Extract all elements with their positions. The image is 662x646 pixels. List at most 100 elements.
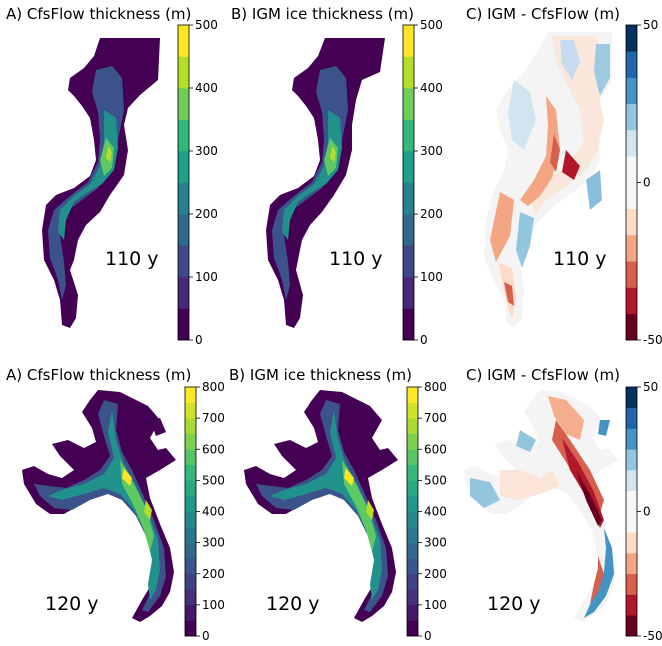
colorbar-tick-label: 400 — [420, 81, 443, 95]
colorbar-band — [407, 573, 418, 590]
colorbar-band — [626, 182, 637, 210]
colorbar-band — [185, 402, 196, 419]
colorbar-band — [185, 558, 196, 575]
panel-title: B) IGM ice thickness (m) — [231, 5, 414, 23]
glacier-map — [266, 38, 385, 328]
time-label: 120 y — [45, 593, 99, 615]
colorbar-band — [185, 387, 196, 403]
colorbar-band — [403, 182, 414, 215]
colorbar-tick-label: 50 — [643, 18, 658, 32]
colorbar-band — [626, 553, 637, 575]
colorbar-band — [178, 182, 189, 215]
colorbar-band — [626, 208, 637, 236]
colorbar-band — [178, 56, 189, 89]
colorbar-band — [185, 542, 196, 559]
colorbar-band — [407, 449, 418, 466]
colorbar-band — [403, 214, 414, 246]
colorbar-tick-label: 0 — [195, 333, 203, 347]
colorbar-band — [626, 313, 637, 341]
colorbar-band — [403, 151, 414, 183]
panel-title: B) IGM ice thickness (m) — [229, 366, 412, 384]
colorbar-tick-label: 200 — [202, 567, 225, 581]
colorbar-tick-label: 200 — [195, 207, 218, 221]
colorbar-band — [185, 449, 196, 466]
colorbar-band — [185, 527, 196, 543]
colorbar-band — [178, 214, 189, 246]
colorbar-band — [626, 490, 637, 512]
colorbar-band — [185, 589, 196, 606]
colorbar-tick-label: 300 — [202, 536, 225, 550]
colorbar-band — [178, 277, 189, 309]
colorbar-band — [407, 558, 418, 575]
colorbar-band — [626, 428, 637, 450]
colorbar-tick-label: 600 — [202, 442, 225, 456]
colorbar-band — [626, 573, 637, 595]
colorbar: 50 0 -50 — [625, 18, 662, 347]
colorbar-band — [407, 387, 418, 403]
colorbar-band — [178, 151, 189, 183]
panel-6: C) IGM - CfsFlow (m) 120 y 50 0 -50 — [464, 366, 662, 643]
colorbar-band — [407, 589, 418, 606]
colorbar-tick-label: 700 — [202, 411, 225, 425]
time-label: 120 y — [266, 593, 320, 615]
colorbar-tick-label: 700 — [424, 411, 447, 425]
panel-4: A) CfsFlow thickness (m) 120 y 0 100 200 30… — [6, 366, 225, 643]
panel-3: C) IGM - CfsFlow (m) 110 y 50 0 -50 — [466, 5, 662, 347]
colorbar-band — [185, 495, 196, 512]
colorbar-band — [407, 511, 418, 528]
colorbar-band — [178, 25, 189, 57]
colorbar-tick-label: 400 — [424, 505, 447, 519]
glacier-map — [22, 390, 176, 622]
colorbar-tick-label: 800 — [424, 380, 447, 394]
colorbar-band — [626, 594, 637, 616]
colorbar-band — [185, 573, 196, 590]
colorbar-band — [626, 511, 637, 533]
colorbar-tick-label: 0 — [643, 505, 651, 519]
colorbar-band — [626, 25, 637, 52]
colorbar-tick-label: 500 — [195, 18, 218, 32]
colorbar-tick-label: 200 — [424, 567, 447, 581]
colorbar-band — [407, 464, 418, 481]
colorbar-tick-label: 100 — [195, 270, 218, 284]
colorbar-band — [626, 156, 637, 183]
colorbar-band — [626, 532, 637, 554]
glacier-map — [42, 38, 160, 328]
colorbar-tick-label: 50 — [643, 380, 658, 394]
colorbar-band — [178, 245, 189, 278]
colorbar-band — [626, 261, 637, 288]
colorbar-band — [626, 103, 637, 131]
colorbar-band — [626, 407, 637, 429]
colorbar: 0 100 200 300 400 500 600 700 800 — [184, 380, 225, 643]
colorbar: 0 100 200 300 400 500 — [177, 18, 218, 347]
panel-title: A) CfsFlow thickness (m) — [6, 366, 191, 384]
panel-title: A) CfsFlow thickness (m) — [6, 5, 191, 23]
colorbar-band — [178, 308, 189, 341]
colorbar-tick-label: 100 — [424, 598, 447, 612]
difference-map — [484, 32, 612, 328]
panel-title: C) IGM - CfsFlow (m) — [466, 366, 620, 384]
colorbar-band — [407, 480, 418, 497]
colorbar-band — [403, 245, 414, 278]
colorbar-band — [626, 130, 637, 157]
panel-1: A) CfsFlow thickness (m) 110 y 0 100 200 30… — [6, 5, 218, 347]
colorbar-band — [407, 527, 418, 543]
panel-title: C) IGM - CfsFlow (m) — [466, 5, 620, 23]
colorbar-tick-label: 0 — [643, 176, 651, 190]
colorbar-band — [626, 449, 637, 471]
colorbar-band — [185, 418, 196, 434]
colorbar: 50 0 -50 — [625, 380, 662, 643]
panel-2: B) IGM ice thickness (m) 110 y 0 100 200 30… — [231, 5, 443, 347]
colorbar-band — [185, 480, 196, 497]
colorbar-band — [403, 119, 414, 152]
colorbar-band — [403, 308, 414, 341]
colorbar-band — [403, 25, 414, 57]
colorbar-tick-label: 500 — [202, 473, 225, 487]
colorbar-band — [407, 604, 418, 621]
colorbar-tick-label: 400 — [202, 505, 225, 519]
panel-5: B) IGM ice thickness (m) 120 y 0 100 200 30… — [229, 366, 447, 643]
colorbar-band — [178, 88, 189, 120]
colorbar-band — [185, 604, 196, 621]
colorbar-tick-label: 100 — [202, 598, 225, 612]
colorbar-tick-label: 300 — [420, 144, 443, 158]
